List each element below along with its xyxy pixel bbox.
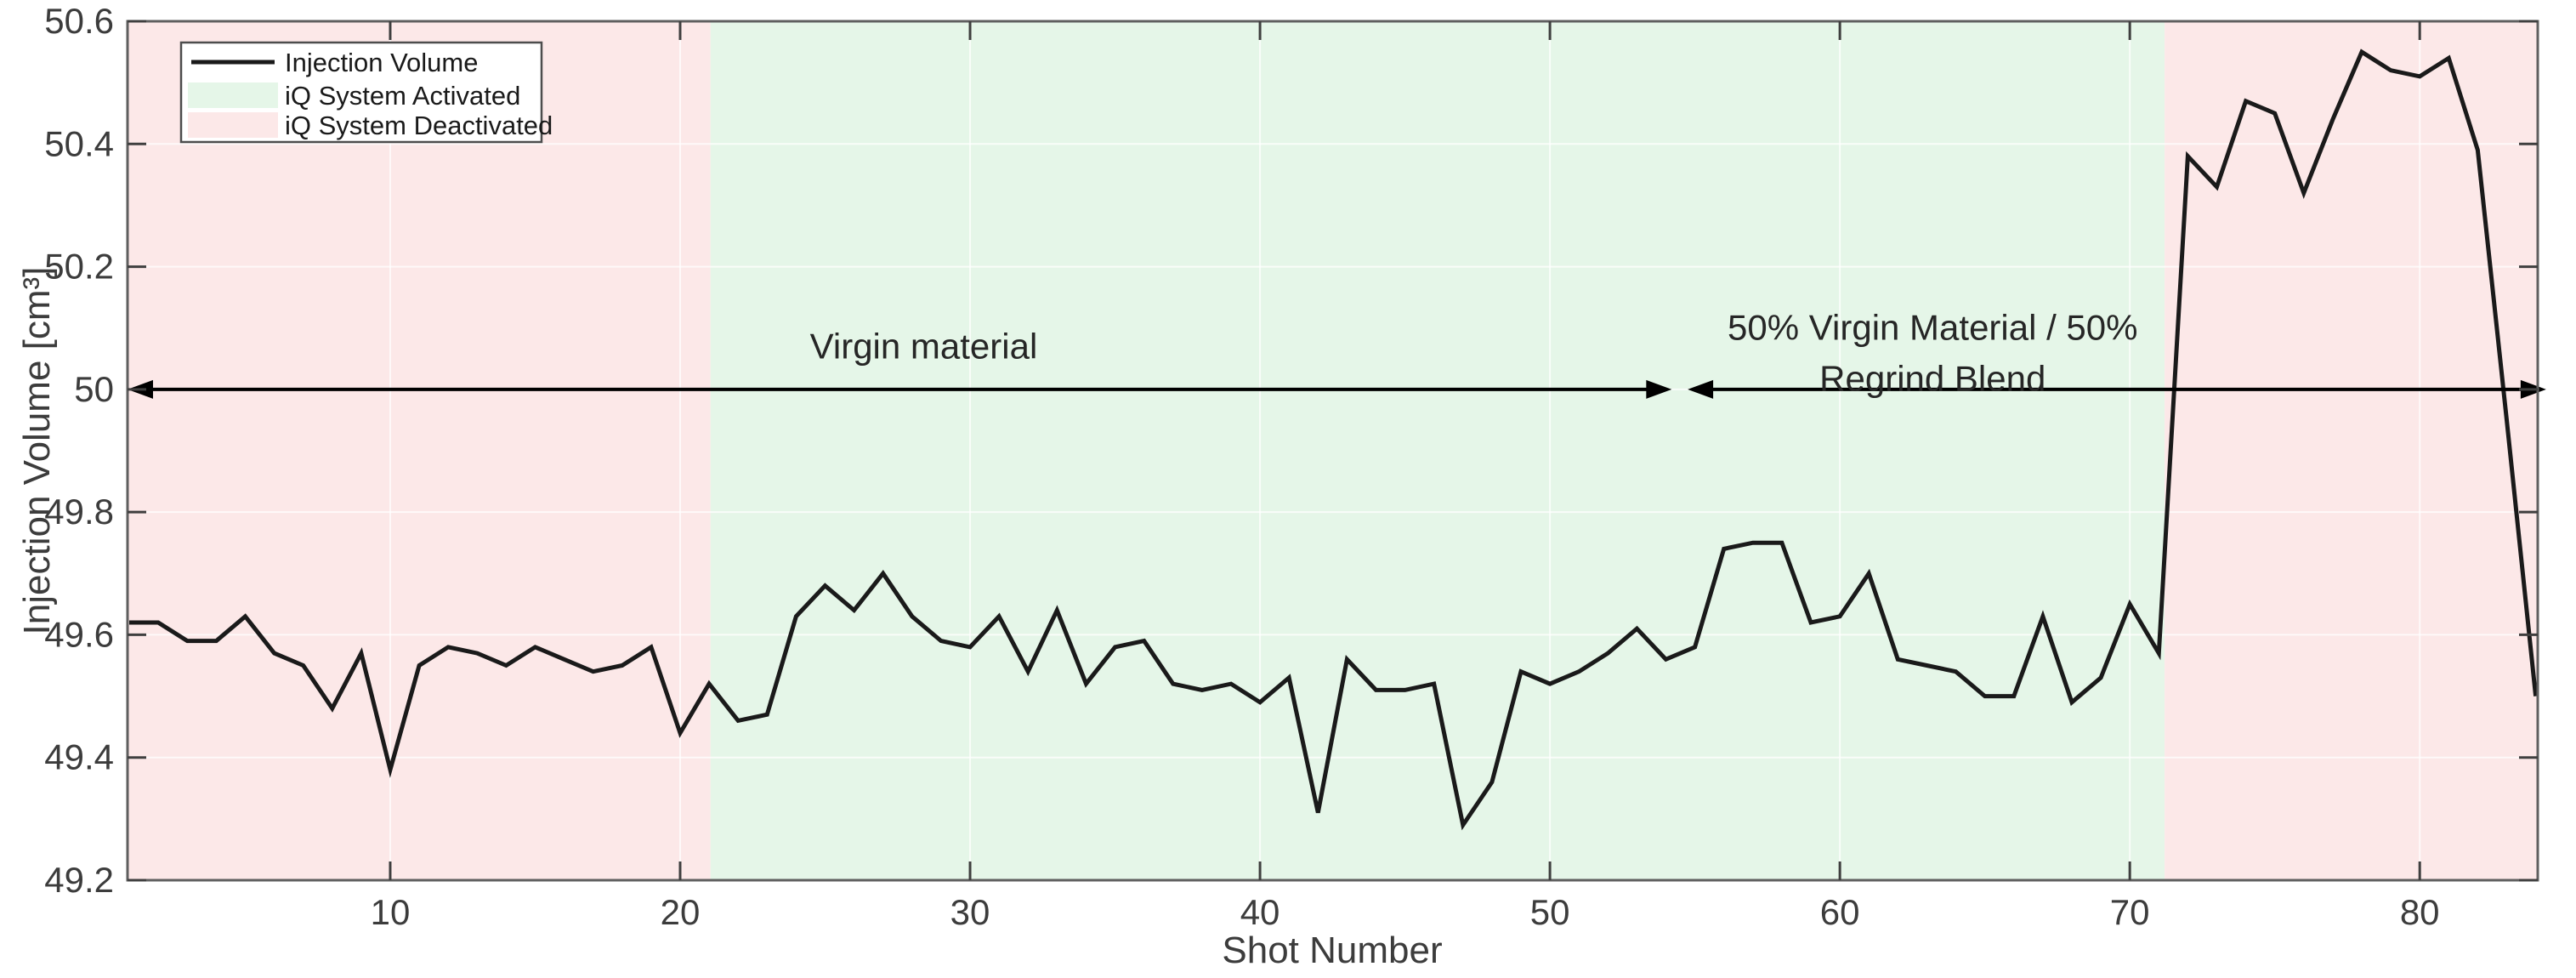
region-iq-system-deactivated <box>128 21 711 880</box>
injection-volume-line <box>129 48 2539 831</box>
y-tick-label: 49.4 <box>44 737 114 777</box>
y-tick-label: 49.6 <box>44 614 114 654</box>
region-iq-system-activated <box>710 21 2165 880</box>
arrowhead-right <box>1646 379 1672 399</box>
arrowhead-left <box>1688 379 1714 399</box>
y-tick-label: 50.4 <box>44 123 114 163</box>
x-tick-label: 60 <box>1820 892 1860 932</box>
annotation-text: Virgin material <box>810 326 1038 366</box>
y-tick-label: 50 <box>74 369 114 409</box>
x-tick-label: 80 <box>2400 892 2440 932</box>
x-tick-label: 30 <box>950 892 990 932</box>
legend-patch-sample <box>188 112 278 138</box>
legend-label: iQ System Deactivated <box>285 111 553 140</box>
x-tick-label: 50 <box>1530 892 1570 932</box>
x-tick-label: 10 <box>371 892 411 932</box>
y-tick-label: 49.8 <box>44 492 114 532</box>
x-axis-label: Shot Number <box>1222 930 1443 971</box>
x-tick-label: 20 <box>661 892 701 932</box>
x-tick-label: 70 <box>2110 892 2150 932</box>
annotation-text: Regrind Blend <box>1819 359 2045 399</box>
y-axis-label: Injection Volume [cm³] <box>16 266 58 635</box>
plot-border <box>126 20 2539 882</box>
y-tick-label: 50.6 <box>44 1 114 41</box>
legend-label: Injection Volume <box>285 48 478 77</box>
legend-label: iQ System Activated <box>285 81 520 111</box>
region-iq-system-deactivated <box>2165 21 2538 880</box>
x-tick-label: 40 <box>1240 892 1280 932</box>
y-tick-label: 50.2 <box>44 247 114 287</box>
annotation-text: 50% Virgin Material / 50% <box>1728 308 2137 348</box>
legend-patch-sample <box>188 82 278 108</box>
y-tick-label: 49.2 <box>44 860 114 900</box>
